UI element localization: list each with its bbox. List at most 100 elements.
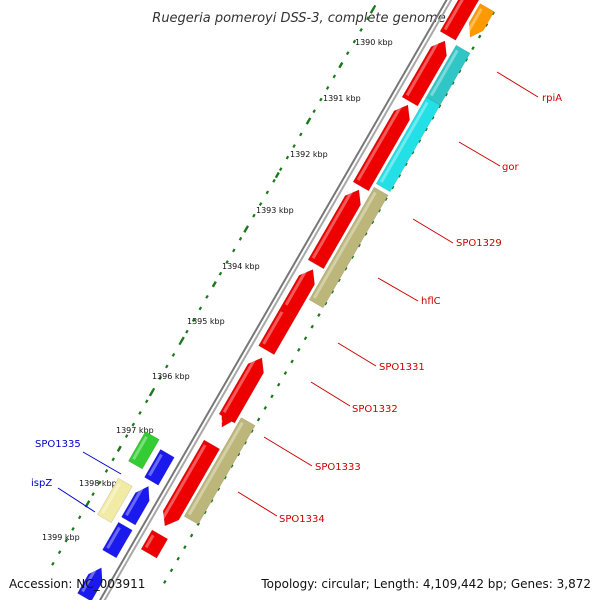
tick-dot [366,16,370,21]
tick-dot [471,46,475,51]
gene-labels: rpiA gor SPO1329 hflC SPO1331 SPO1332 SPO1333 S… [31,93,562,525]
tick-dot [131,422,136,427]
gene-feature [140,529,169,559]
tick-dot [431,115,435,120]
tick-dot [276,382,281,387]
leader-line [263,436,313,467]
tick-dot [417,139,422,143]
tick-dot [158,376,162,381]
leader-line [57,487,96,513]
gene-feature-highlight [125,486,144,516]
tick-dot [303,336,308,341]
tick-dot [183,545,187,550]
major-tick [116,445,122,452]
tick-dot [189,533,194,538]
tick-dot [252,213,256,218]
major-tick [274,171,280,179]
tick-label: 1393 kbp [256,206,294,215]
tick-dot [51,561,55,566]
accession-text: Accession: NC_003911 [9,577,146,591]
tick-dot [297,347,301,352]
tick-dot [285,155,290,160]
tick-dot [169,568,174,573]
gene-feature [144,448,175,486]
tick-dot [451,81,455,85]
gene-label-spo1335: SPO1335 [35,439,81,450]
tick-dot [444,92,448,97]
leader-line [412,218,454,244]
tick-dot [397,173,402,178]
gene-feature-highlight [148,453,163,477]
gene-feature [258,306,298,356]
tick-dot [292,144,296,148]
major-tick [211,281,217,288]
tick-label: 1395 kbp [187,317,225,326]
backbone-line-1 [103,0,453,600]
major-tick [148,390,154,397]
tick-dot [258,202,263,206]
leader-line [337,342,377,367]
tick-label: 1396 kbp [152,372,190,381]
tick-dot [178,341,182,346]
tick-dot [424,127,428,132]
tick-label: 1399 kbp [42,533,80,542]
tick-label: 1390 kbp [355,38,393,47]
gene-feature-highlight [132,436,148,460]
tick-dot [457,69,462,74]
tick-label: 1398 kbp [79,479,117,488]
gene-feature-highlight [284,269,308,306]
tick-dot [64,538,69,543]
tick-dot [232,248,236,253]
gene-feature-highlight [356,105,403,181]
gene-label-spo1332: SPO1332 [352,404,398,415]
tick-dot [404,162,408,167]
tick-dot [377,208,381,213]
tick-dot [390,185,395,190]
major-tick [243,226,249,233]
gene-feature [375,96,441,193]
tick-dot [437,104,442,109]
gene-feature-highlight [219,419,224,423]
leader-line [310,381,351,407]
gene-feature [162,439,221,527]
tick-dot [218,271,223,276]
tick-label: 1391 kbp [323,94,361,103]
gene-feature-highlight [222,357,257,413]
tick-dot [138,410,142,415]
tick-dot [171,352,176,357]
tick-dot [290,359,294,364]
backbone-line-0 [98,0,448,600]
tick-dot [124,434,129,439]
map-title: Ruegeria pomeroyi DSS-3, complete genome [152,11,445,26]
leader-line [496,71,539,98]
gene-label-spo1334: SPO1334 [279,514,325,525]
tick-dot [104,468,109,473]
gene-feature-highlight [81,568,97,593]
tick-dot [319,97,323,102]
leader-line [377,277,419,302]
gene-feature [352,104,410,192]
gene-feature [220,412,235,428]
gene-features [77,0,495,600]
gene-feature-highlight [188,422,244,516]
major-tick [306,117,312,124]
tick-dot [299,132,303,137]
gene-label-ispz: ispZ [31,478,52,489]
tick-label: 1392 kbp [290,150,328,159]
gene-feature [102,521,133,559]
tick-dot [77,515,82,520]
gene-label-hflc: hflC [421,296,441,307]
gene-feature-highlight [405,40,440,97]
tick-dot [256,417,261,422]
gene-label-rpia: rpiA [542,93,562,104]
gene-feature [439,0,480,41]
tick-dot [185,329,189,334]
gene-feature-highlight [262,311,284,345]
gene-feature [401,40,447,107]
gene-feature-highlight [144,534,155,549]
tick-label: 1397 kbp [116,426,154,435]
gene-label-spo1333: SPO1333 [315,462,361,473]
gene-feature-highlight [160,444,207,521]
gene-feature-highlight [443,0,464,31]
